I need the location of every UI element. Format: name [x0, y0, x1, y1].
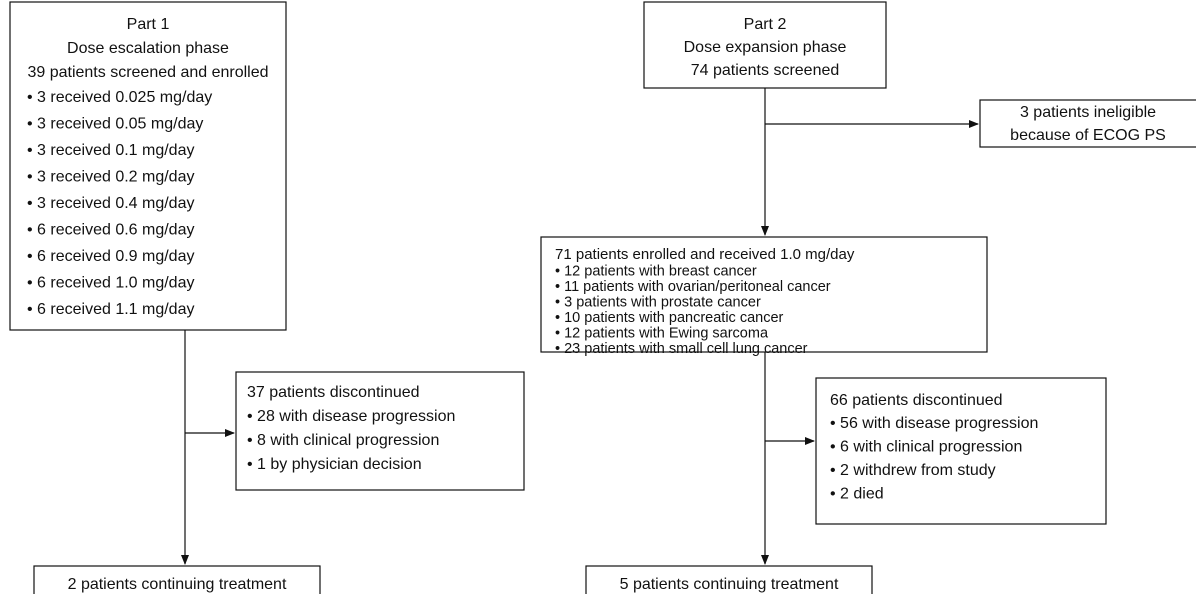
part2-ineligible-box [979, 99, 1196, 148]
bullet-item: • 6 with clinical progression [830, 439, 1022, 456]
box-text: 2 patients continuing treatment [68, 576, 287, 593]
part1-box [9, 1, 287, 331]
part1-discontinued-box [235, 371, 525, 491]
bullet-item: • 1 by physician decision [247, 456, 422, 473]
bullet-item: • 2 withdrew from study [830, 462, 996, 479]
box-text: because of ECOG PS [1010, 127, 1166, 144]
bullet-item: • 3 received 0.1 mg/day [27, 142, 194, 159]
bullet-item: • 6 received 1.1 mg/day [27, 301, 194, 318]
bullet-item: • 3 received 0.05 mg/day [27, 116, 203, 133]
box-subtitle: Dose escalation phase [67, 40, 229, 57]
bullet-item: • 2 died [830, 486, 884, 503]
bullet-item: • 6 received 0.9 mg/day [27, 248, 194, 265]
bullet-item: • 8 with clinical progression [247, 432, 439, 449]
bullet-item: • 3 received 0.2 mg/day [27, 169, 194, 186]
part2-continuing-box [585, 565, 873, 594]
bullet-item: • 3 patients with prostate cancer [555, 294, 761, 310]
box-summary: 37 patients discontinued [247, 384, 420, 401]
part2-discontinued-box [815, 377, 1107, 525]
bullet-item: • 28 with disease progression [247, 408, 455, 425]
box-summary: 39 patients screened and enrolled [27, 64, 268, 81]
labels: Part 1 Dose escalation phase 39 patients s… [27, 16, 1166, 593]
box-subtitle: Dose expansion phase [684, 39, 847, 56]
box-text: 5 patients continuing treatment [620, 576, 839, 593]
part1-continuing-box [33, 565, 321, 594]
bullet-item: • 3 received 0.025 mg/day [27, 89, 212, 106]
box-title: Part 1 [127, 16, 170, 33]
bullet-item: • 12 patients with breast cancer [555, 263, 757, 279]
bullet-item: • 12 patients with Ewing sarcoma [555, 325, 769, 341]
box-summary: 71 patients enrolled and received 1.0 mg… [555, 246, 855, 263]
part2-box [643, 1, 887, 89]
part2-enrolled-box [540, 236, 988, 353]
bullet-item: • 6 received 0.6 mg/day [27, 222, 194, 239]
box-title: Part 2 [744, 16, 787, 33]
box-summary: 74 patients screened [691, 62, 840, 79]
box-text: 3 patients ineligible [1020, 104, 1156, 121]
box-summary: 66 patients discontinued [830, 392, 1003, 409]
bullet-item: • 56 with disease progression [830, 415, 1038, 432]
bullet-item: • 6 received 1.0 mg/day [27, 275, 194, 292]
bullet-item: • 3 received 0.4 mg/day [27, 195, 194, 212]
bullet-item: • 11 patients with ovarian/peritoneal ca… [555, 279, 831, 295]
bullet-item: • 23 patients with small cell lung cance… [555, 341, 808, 357]
bullet-item: • 10 patients with pancreatic cancer [555, 310, 784, 326]
